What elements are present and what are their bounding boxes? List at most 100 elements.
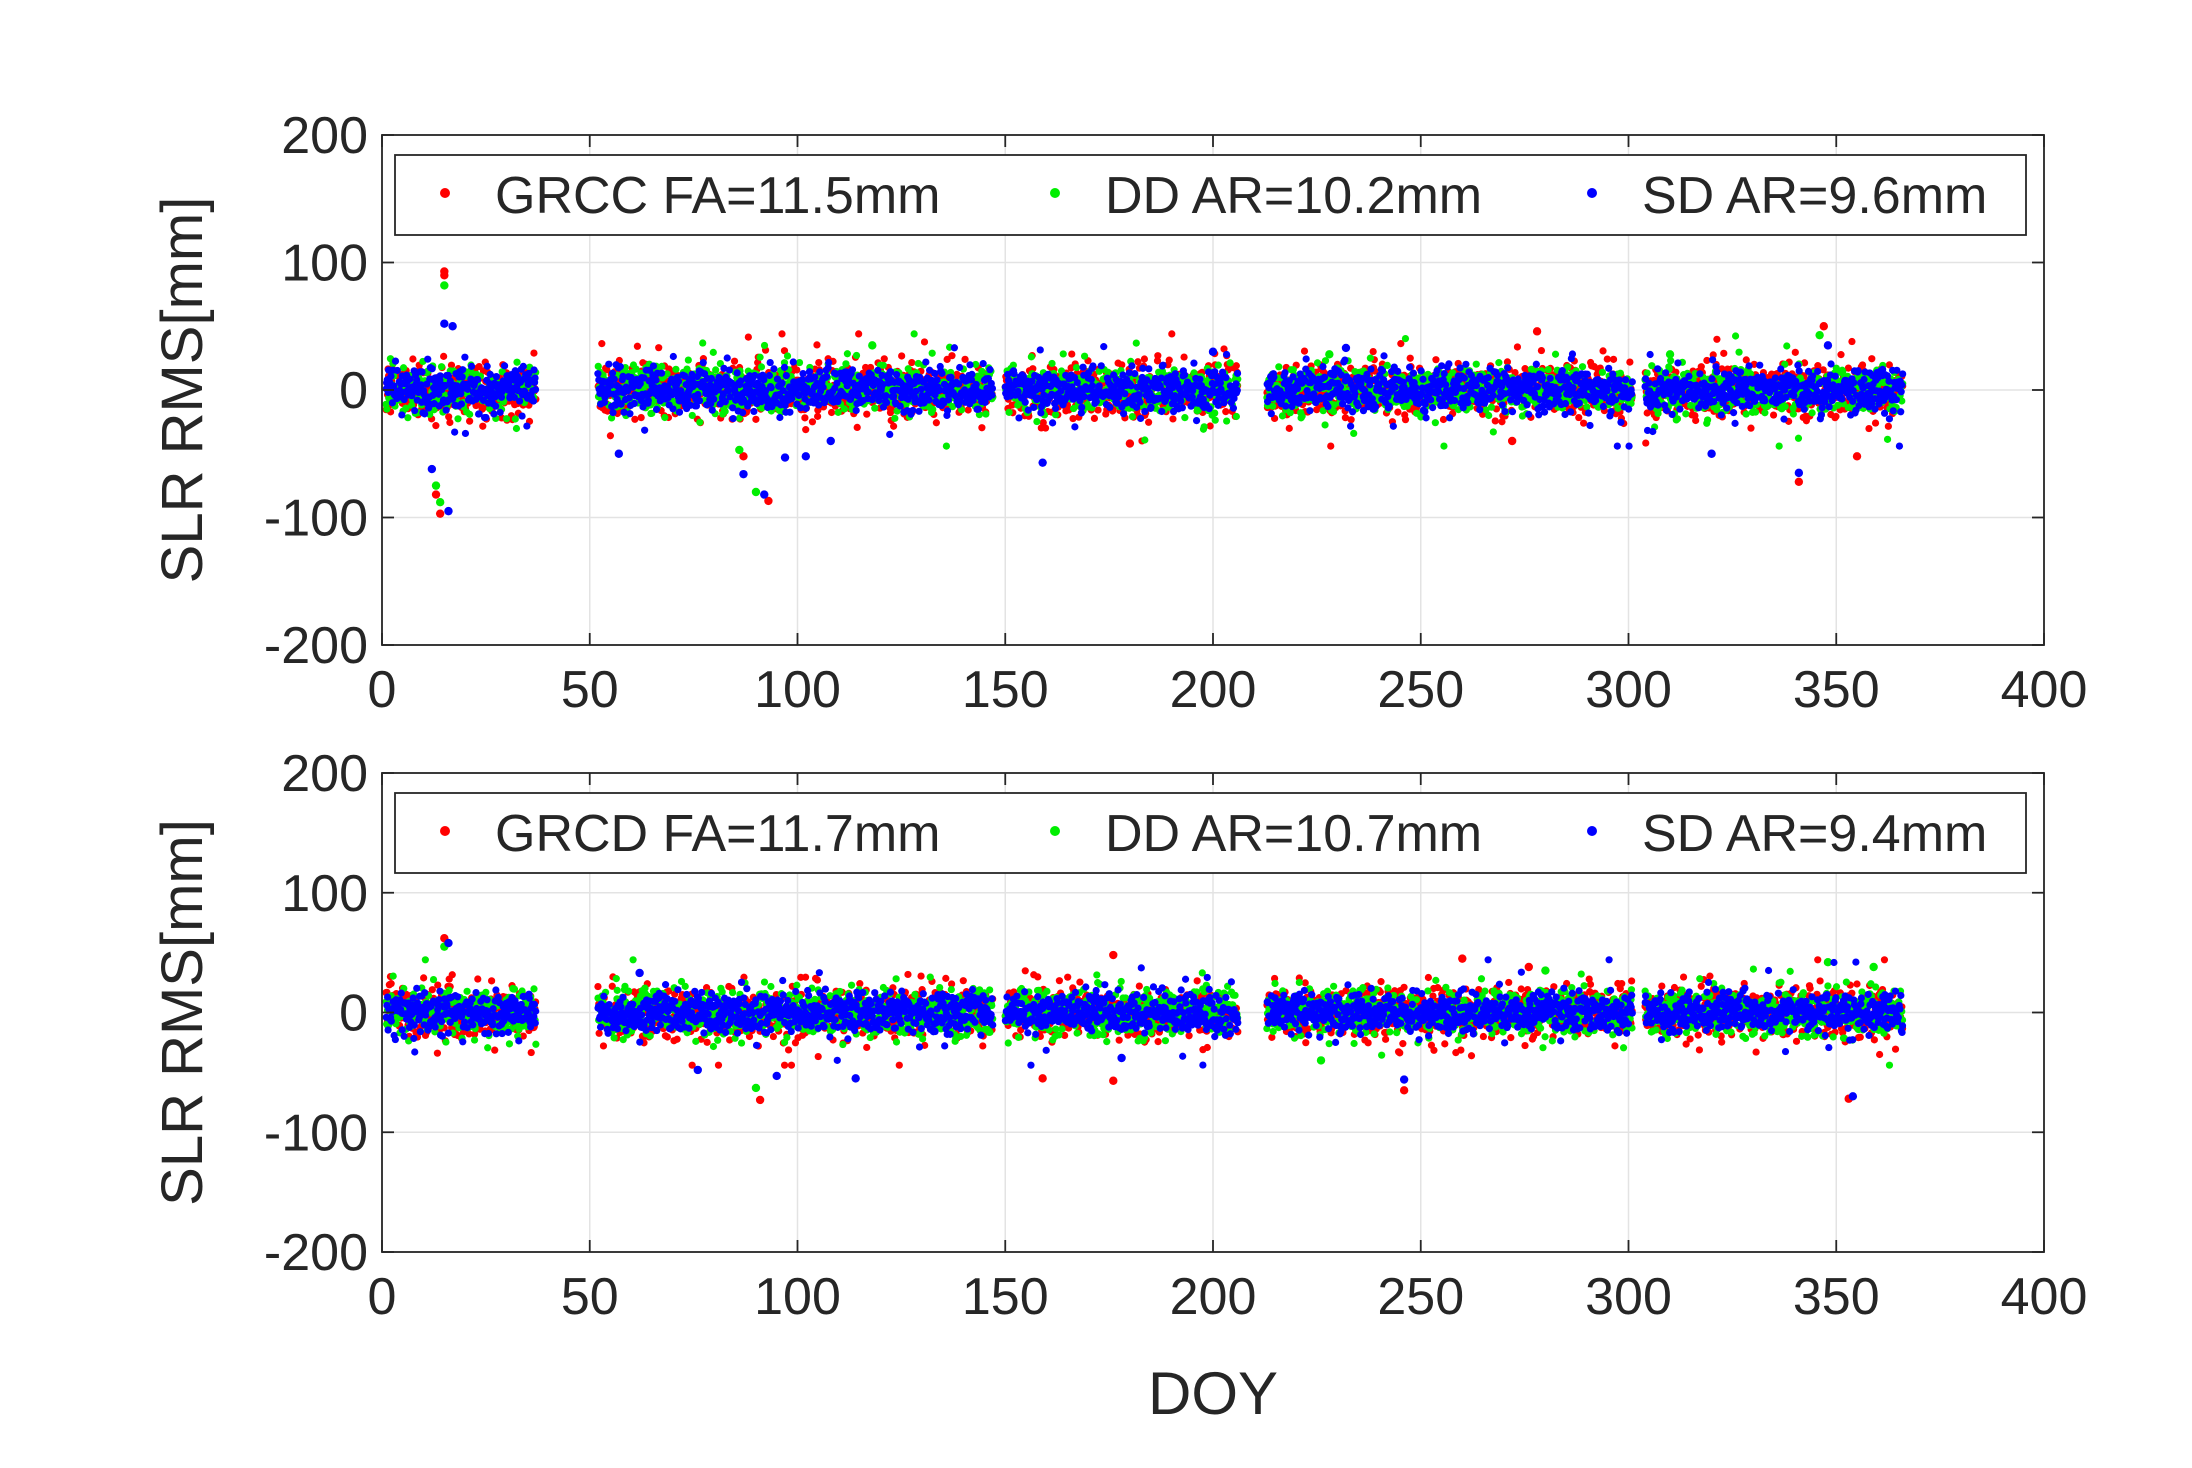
- data-point: [1439, 415, 1448, 424]
- data-point: [890, 422, 898, 430]
- data-point: [684, 356, 692, 364]
- data-point: [783, 352, 792, 360]
- data-point: [1692, 416, 1700, 425]
- data-point: [523, 422, 531, 430]
- data-point: [383, 405, 391, 413]
- data-point: [879, 361, 887, 369]
- data-point: [1329, 407, 1338, 416]
- data-point: [1731, 332, 1740, 340]
- data-point: [871, 404, 879, 412]
- data-point: [1278, 412, 1287, 420]
- data-point: [853, 423, 861, 432]
- data-point: [801, 414, 809, 422]
- data-point: [721, 407, 729, 415]
- data-point: [852, 351, 861, 360]
- data-point: [795, 358, 804, 367]
- data-point: [1289, 366, 1297, 374]
- data-point: [1394, 408, 1402, 416]
- data-point: [466, 417, 474, 425]
- data-point: [1794, 434, 1803, 442]
- data-point: [513, 358, 521, 366]
- data-point: [1791, 348, 1799, 356]
- data-point: [1298, 412, 1306, 420]
- data-point: [1544, 365, 1552, 374]
- data-point: [531, 374, 539, 382]
- data-point: [492, 402, 500, 410]
- data-point: [1775, 442, 1783, 450]
- data-point: [490, 410, 498, 418]
- data-point: [447, 361, 456, 369]
- data-point: [1141, 436, 1149, 444]
- data-point: [1472, 360, 1480, 368]
- data-point: [1059, 350, 1067, 358]
- data-point: [1781, 402, 1789, 411]
- outlier-point: [1507, 436, 1517, 446]
- data-point: [1575, 413, 1583, 422]
- data-point: [1285, 424, 1293, 432]
- data-point: [1145, 418, 1153, 426]
- data-point: [815, 358, 823, 367]
- data-point: [723, 354, 731, 362]
- data-point: [393, 366, 401, 375]
- data-point: [708, 406, 716, 414]
- data-point: [1321, 421, 1329, 429]
- data-point: [594, 370, 602, 378]
- data-point: [695, 397, 704, 405]
- top-panel: 0 50 100 150 200 250 300 350 4002001000-100-200S…: [150, 107, 2087, 719]
- data-point: [1180, 353, 1188, 361]
- data-point: [1642, 439, 1650, 447]
- data-point: [630, 399, 638, 408]
- data-point: [658, 362, 666, 371]
- outlier-point: [440, 281, 449, 290]
- data-point: [1513, 343, 1522, 351]
- outlier-point: [435, 509, 445, 518]
- data-point: [1865, 424, 1873, 433]
- data-point: [699, 339, 707, 347]
- data-point: [1848, 337, 1856, 346]
- data-point: [1884, 422, 1892, 430]
- data-point: [1485, 411, 1493, 420]
- data-point: [1300, 347, 1309, 355]
- data-point: [898, 352, 906, 360]
- data-point: [1440, 442, 1448, 450]
- data-point: [445, 413, 453, 421]
- data-point: [1005, 408, 1013, 416]
- data-point: [961, 355, 969, 363]
- data-point: [688, 411, 696, 420]
- data-point: [669, 352, 677, 361]
- data-point: [1350, 429, 1358, 438]
- data-point: [1080, 352, 1089, 360]
- data-point: [760, 341, 769, 350]
- data-point: [724, 387, 732, 395]
- data-point: [1027, 353, 1035, 361]
- data-point: [610, 375, 618, 383]
- data-point: [1154, 352, 1162, 360]
- data-point: [500, 362, 509, 370]
- data-point: [834, 408, 842, 416]
- outlier-point: [1794, 477, 1804, 486]
- data-point: [696, 418, 704, 426]
- data-point: [466, 410, 474, 418]
- data-point: [1713, 335, 1721, 343]
- data-point: [1431, 419, 1439, 427]
- data-point: [479, 422, 487, 430]
- data-point: [1609, 355, 1618, 363]
- data-point: [440, 352, 448, 360]
- data-point: [814, 412, 822, 420]
- data-point: [1168, 330, 1176, 338]
- data-point: [778, 330, 786, 338]
- data-point: [1169, 415, 1177, 423]
- outlier-point: [751, 487, 761, 497]
- data-point: [1735, 348, 1743, 356]
- data-point: [626, 410, 634, 418]
- data-point: [1226, 359, 1234, 367]
- outlier-point: [1125, 439, 1135, 448]
- outlier-point: [435, 498, 445, 507]
- data-point: [1041, 424, 1050, 432]
- data-point: [531, 385, 540, 394]
- data-point: [982, 410, 990, 418]
- outlier-point: [1815, 330, 1824, 340]
- data-point: [530, 349, 538, 357]
- data-point: [1769, 411, 1778, 419]
